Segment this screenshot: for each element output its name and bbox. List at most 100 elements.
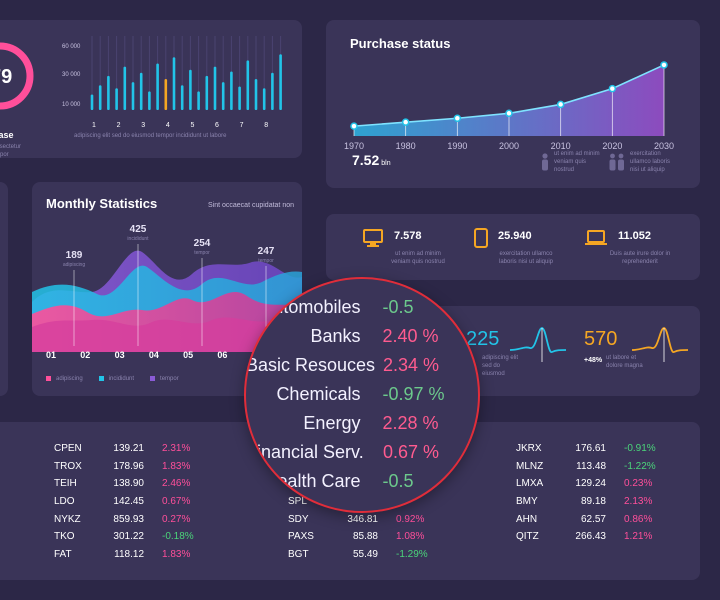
sector-change: -0.5 <box>382 471 414 491</box>
ticker-row[interactable]: AHN 62.57 0.86% <box>516 510 674 528</box>
ticker-symbol: TROX <box>54 460 82 472</box>
bar <box>180 85 184 110</box>
sector-name: Banks <box>310 326 361 346</box>
left-edge-panel <box>0 182 8 396</box>
bar <box>156 63 159 110</box>
pulse-cyan-value: 225 <box>466 328 500 350</box>
peak-value: 247 <box>258 246 275 257</box>
purchase-point <box>505 109 513 118</box>
ticker-row[interactable]: BGT 55.49 -1.29% <box>288 546 446 564</box>
purchase-title: Purchase status <box>350 36 451 51</box>
ticker-symbol: LDO <box>54 496 75 508</box>
ticker-change: 0.86% <box>624 513 653 525</box>
purchase-point <box>660 61 668 69</box>
bar-chart-caption: adipiscing elit sed do eiusmod tempor in… <box>74 133 227 139</box>
progress-ring <box>0 42 34 110</box>
month-label: 03 <box>114 350 125 360</box>
ticker-symbol: SPL <box>288 496 307 508</box>
purchase-point <box>556 100 565 109</box>
purchase-x-label: 2010 <box>551 141 571 151</box>
ticker-row[interactable]: FAT 118.12 1.83% <box>54 546 212 564</box>
ticker-row[interactable]: TKO 301.22 -0.18% <box>54 528 212 546</box>
ticker-row[interactable]: LMXA 129.24 0.23% <box>516 475 674 493</box>
sector-row: Banks 2.40 % <box>246 322 478 351</box>
ticker-symbol: CPEN <box>54 443 82 455</box>
bar-x-label: 2 <box>117 122 121 129</box>
ticker-symbol: PAXS <box>288 531 314 543</box>
ticker-row[interactable]: SPL <box>288 493 446 511</box>
ticker-price: 139.21 <box>113 443 144 455</box>
ticker-symbol: QITZ <box>516 531 539 543</box>
ticker-column-right: JKRX 176.61 -0.91% MLNZ 113.48 -1.22% LMXA 129.… <box>516 440 674 546</box>
pulse-orange-pct: +48% <box>584 357 603 364</box>
ticker-change: -1.22% <box>624 460 656 472</box>
ticker-row[interactable]: PAXS 85.88 1.08% <box>288 528 446 546</box>
ticker-change: 1.21% <box>624 531 653 543</box>
bar-x-label: 1 <box>92 122 96 129</box>
legend-swatch <box>98 376 104 381</box>
legend-group-text: exercitation ullamco laboris nisi ut ali… <box>630 151 671 173</box>
ticker-row[interactable]: NYKZ 859.93 0.27% <box>54 510 212 528</box>
ticker-price: 129.24 <box>575 478 606 490</box>
sector-row: Basic Resouces 2.34 % <box>246 351 478 380</box>
ring-value: 79 <box>0 66 13 88</box>
purchase-area <box>354 64 664 136</box>
purchase-x-label: 2000 <box>499 141 519 151</box>
ticker-row[interactable]: TEIH 138.90 2.46% <box>54 475 212 493</box>
sector-change: 2.34 % <box>383 355 440 375</box>
magnifier-lens: Automobiles -0.5 Banks 2.40 % Basic Resouces… <box>244 277 480 513</box>
bar <box>131 82 135 110</box>
ticker-price: 346.81 <box>347 513 378 525</box>
purchase-point <box>453 114 462 122</box>
purchase-point <box>401 118 410 126</box>
purchase-point <box>608 84 617 93</box>
device-laptop-desc: Duis aute irure dolor in reprehenderit <box>609 251 671 265</box>
ticker-row[interactable]: BMY 89.18 2.13% <box>516 493 674 511</box>
purchase-point <box>350 122 358 130</box>
bar <box>164 79 168 110</box>
legend-group: exercitation ullamco laboris nisi ut ali… <box>608 150 676 174</box>
ticker-row[interactable]: QITZ 266.43 1.21% <box>516 528 674 546</box>
bar <box>197 91 200 110</box>
wave-magenta <box>32 317 302 352</box>
peak-sub: adipiscing <box>63 262 85 268</box>
sector-row: Automobiles -0.5 <box>246 293 478 322</box>
ticker-change: 1.08% <box>396 531 425 543</box>
ticker-symbol: TEIH <box>54 478 77 490</box>
month-label: 06 <box>217 350 228 360</box>
bar <box>172 57 176 110</box>
ticker-price: 142.45 <box>113 496 144 508</box>
ticker-row[interactable]: MLNZ 113.48 -1.22% <box>516 458 674 476</box>
ticker-change: 0.67% <box>162 496 191 508</box>
ticker-row[interactable]: LDO 142.45 0.67% <box>54 493 212 511</box>
bar <box>213 66 217 110</box>
ticker-price: 266.43 <box>575 531 606 543</box>
ticker-price: 301.22 <box>113 531 144 543</box>
pulse-cyan-desc: adipiscing elit sed do eiusmod <box>482 355 519 377</box>
legend-swatch <box>46 376 51 381</box>
bar <box>254 79 258 110</box>
ticker-row[interactable]: JKRX 176.61 -0.91% <box>516 440 674 458</box>
ticker-column-middle: SPL SDY 346.81 0.92% PAXS 85.88 1.08% BGT 55.49 -… <box>288 493 446 563</box>
month-label: 05 <box>183 350 194 360</box>
ticker-price: 55.49 <box>352 549 378 561</box>
bar-y-tick: 30 000 <box>62 72 81 78</box>
legend-label: incididunt <box>108 376 135 383</box>
sector-name: Basic Resouces <box>246 355 376 375</box>
ticker-row[interactable]: TROX 178.96 1.83% <box>54 458 212 476</box>
ticker-row[interactable]: CPEN 139.21 2.31% <box>54 440 212 458</box>
sector-change: -0.97 % <box>382 384 445 404</box>
sector-name: Chemicals <box>276 384 361 404</box>
ticker-row[interactable]: SDY 346.81 0.92% <box>288 511 446 529</box>
bar <box>123 66 127 110</box>
ticker-price: 859.93 <box>113 513 144 525</box>
month-label: 02 <box>80 350 91 360</box>
purchase-total-value: 7.52 <box>352 152 380 168</box>
purchase-x-label: 1970 <box>344 141 364 151</box>
ticker-change: 2.13% <box>624 496 653 508</box>
purchase-status-panel: Purchase status 1970 1980 1990 2000 2010 2020… <box>326 20 700 188</box>
sector-change: -0.5 <box>382 297 414 317</box>
ticker-change: 2.46% <box>162 478 191 490</box>
sector-change: 2.28 % <box>382 413 439 433</box>
bar-x-label: 4 <box>166 122 170 129</box>
